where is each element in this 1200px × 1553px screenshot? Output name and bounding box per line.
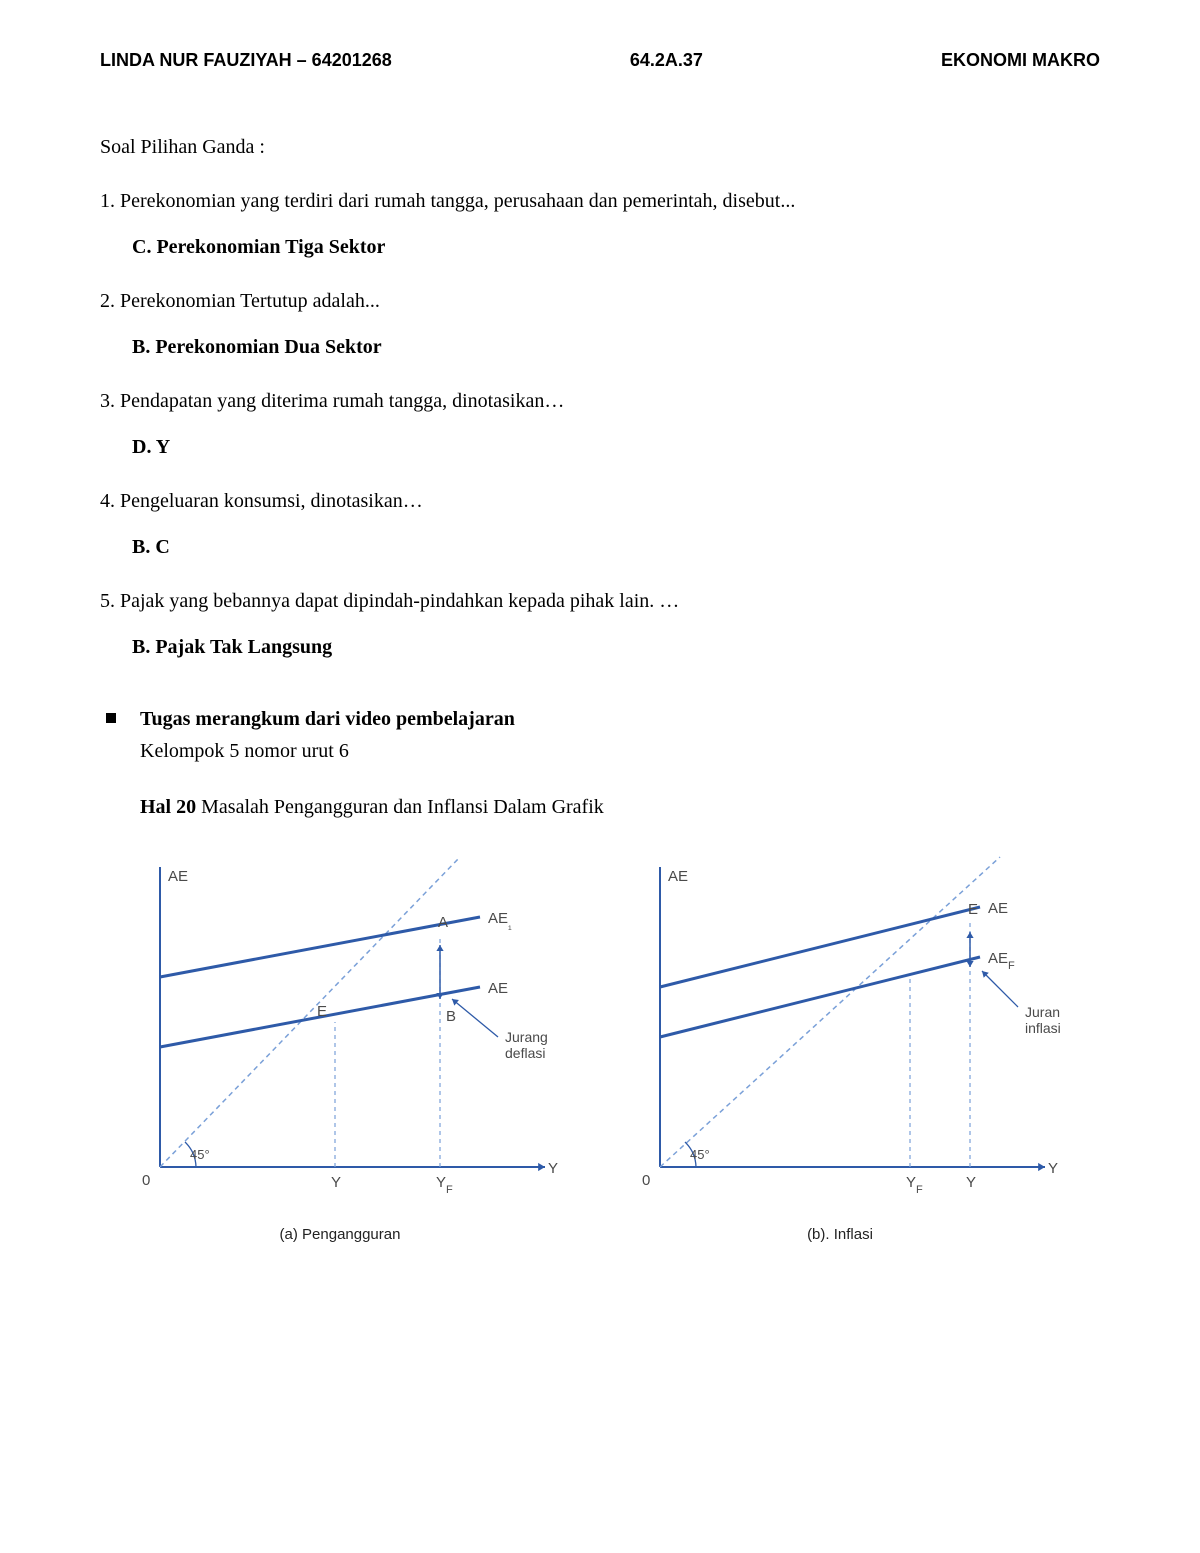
charts-row: AEY045°AE₁AEYYFAEBJurangdeflasi (a) Peng… — [120, 847, 1100, 1247]
answer: B. C — [132, 531, 1100, 563]
chart-b-wrap: AE Y 0 45° AE AEF YF Y E Juranginflasi (b). Infla… — [620, 847, 1060, 1247]
svg-text:AEF: AEF — [988, 950, 1015, 972]
answer: B. Pajak Tak Langsung — [132, 631, 1100, 663]
svg-text:AE: AE — [988, 900, 1008, 917]
svg-text:Y: Y — [1048, 1160, 1058, 1177]
svg-text:A: A — [438, 914, 448, 931]
question: 4. Pengeluaran konsumsi, dinotasikan… — [100, 485, 1100, 517]
task-text: Tugas merangkum dari video pembelajaran … — [140, 703, 515, 767]
chart-a-wrap: AEY045°AE₁AEYYFAEBJurangdeflasi (a) Peng… — [120, 847, 560, 1247]
bullet-icon — [106, 713, 116, 723]
task-block: Tugas merangkum dari video pembelajaran … — [100, 703, 1100, 767]
chart-a: AEY045°AE₁AEYYFAEBJurangdeflasi — [120, 847, 560, 1207]
task-subtitle: Kelompok 5 nomor urut 6 — [140, 735, 515, 767]
answer: B. Perekonomian Dua Sektor — [132, 331, 1100, 363]
svg-text:Y: Y — [548, 1160, 558, 1177]
hal-bold: Hal 20 — [140, 796, 196, 818]
task-title: Tugas merangkum dari video pembelajaran — [140, 703, 515, 735]
svg-text:0: 0 — [142, 1172, 150, 1189]
svg-text:45°: 45° — [690, 1147, 710, 1162]
svg-text:E: E — [968, 901, 978, 918]
svg-text:0: 0 — [642, 1172, 650, 1189]
question: 5. Pajak yang bebannya dapat dipindah-pi… — [100, 585, 1100, 617]
answer: C. Perekonomian Tiga Sektor — [132, 231, 1100, 263]
chart-b: AE Y 0 45° AE AEF YF Y E Juranginflasi — [620, 847, 1060, 1207]
question: 3. Pendapatan yang diterima rumah tangga… — [100, 385, 1100, 417]
svg-text:Y: Y — [966, 1174, 976, 1191]
svg-text:Jurang: Jurang — [505, 1029, 548, 1045]
svg-text:45°: 45° — [190, 1147, 210, 1162]
svg-text:AE₁: AE₁ — [488, 910, 512, 932]
svg-text:Jurang: Jurang — [1025, 1004, 1060, 1020]
header-center: 64.2A.37 — [630, 50, 703, 71]
svg-text:Y: Y — [331, 1174, 341, 1191]
page-header: LINDA NUR FAUZIYAH – 64201268 64.2A.37 E… — [100, 50, 1100, 71]
question: 2. Perekonomian Tertutup adalah... — [100, 285, 1100, 317]
hal-line: Hal 20 Masalah Pengangguran dan Inflansi… — [140, 791, 1100, 823]
document-body: Soal Pilihan Ganda : 1. Perekonomian yan… — [100, 131, 1100, 1247]
section-title: Soal Pilihan Ganda : — [100, 131, 1100, 163]
header-right: EKONOMI MAKRO — [941, 50, 1100, 71]
svg-text:deflasi: deflasi — [505, 1045, 545, 1061]
svg-text:YF: YF — [436, 1174, 453, 1196]
answer: D. Y — [132, 431, 1100, 463]
svg-text:inflasi: inflasi — [1025, 1020, 1060, 1036]
header-left: LINDA NUR FAUZIYAH – 64201268 — [100, 50, 392, 71]
hal-rest: Masalah Pengangguran dan Inflansi Dalam … — [196, 796, 604, 818]
chart-a-caption: (a) Pengangguran — [280, 1223, 401, 1247]
svg-text:AE: AE — [168, 868, 188, 885]
svg-text:B: B — [446, 1008, 456, 1025]
svg-text:YF: YF — [906, 1174, 923, 1196]
svg-text:AE: AE — [668, 868, 688, 885]
question-list: 1. Perekonomian yang terdiri dari rumah … — [100, 185, 1100, 663]
svg-text:E: E — [317, 1003, 327, 1020]
chart-b-caption: (b). Inflasi — [807, 1223, 873, 1247]
question: 1. Perekonomian yang terdiri dari rumah … — [100, 185, 1100, 217]
svg-text:AE: AE — [488, 980, 508, 997]
